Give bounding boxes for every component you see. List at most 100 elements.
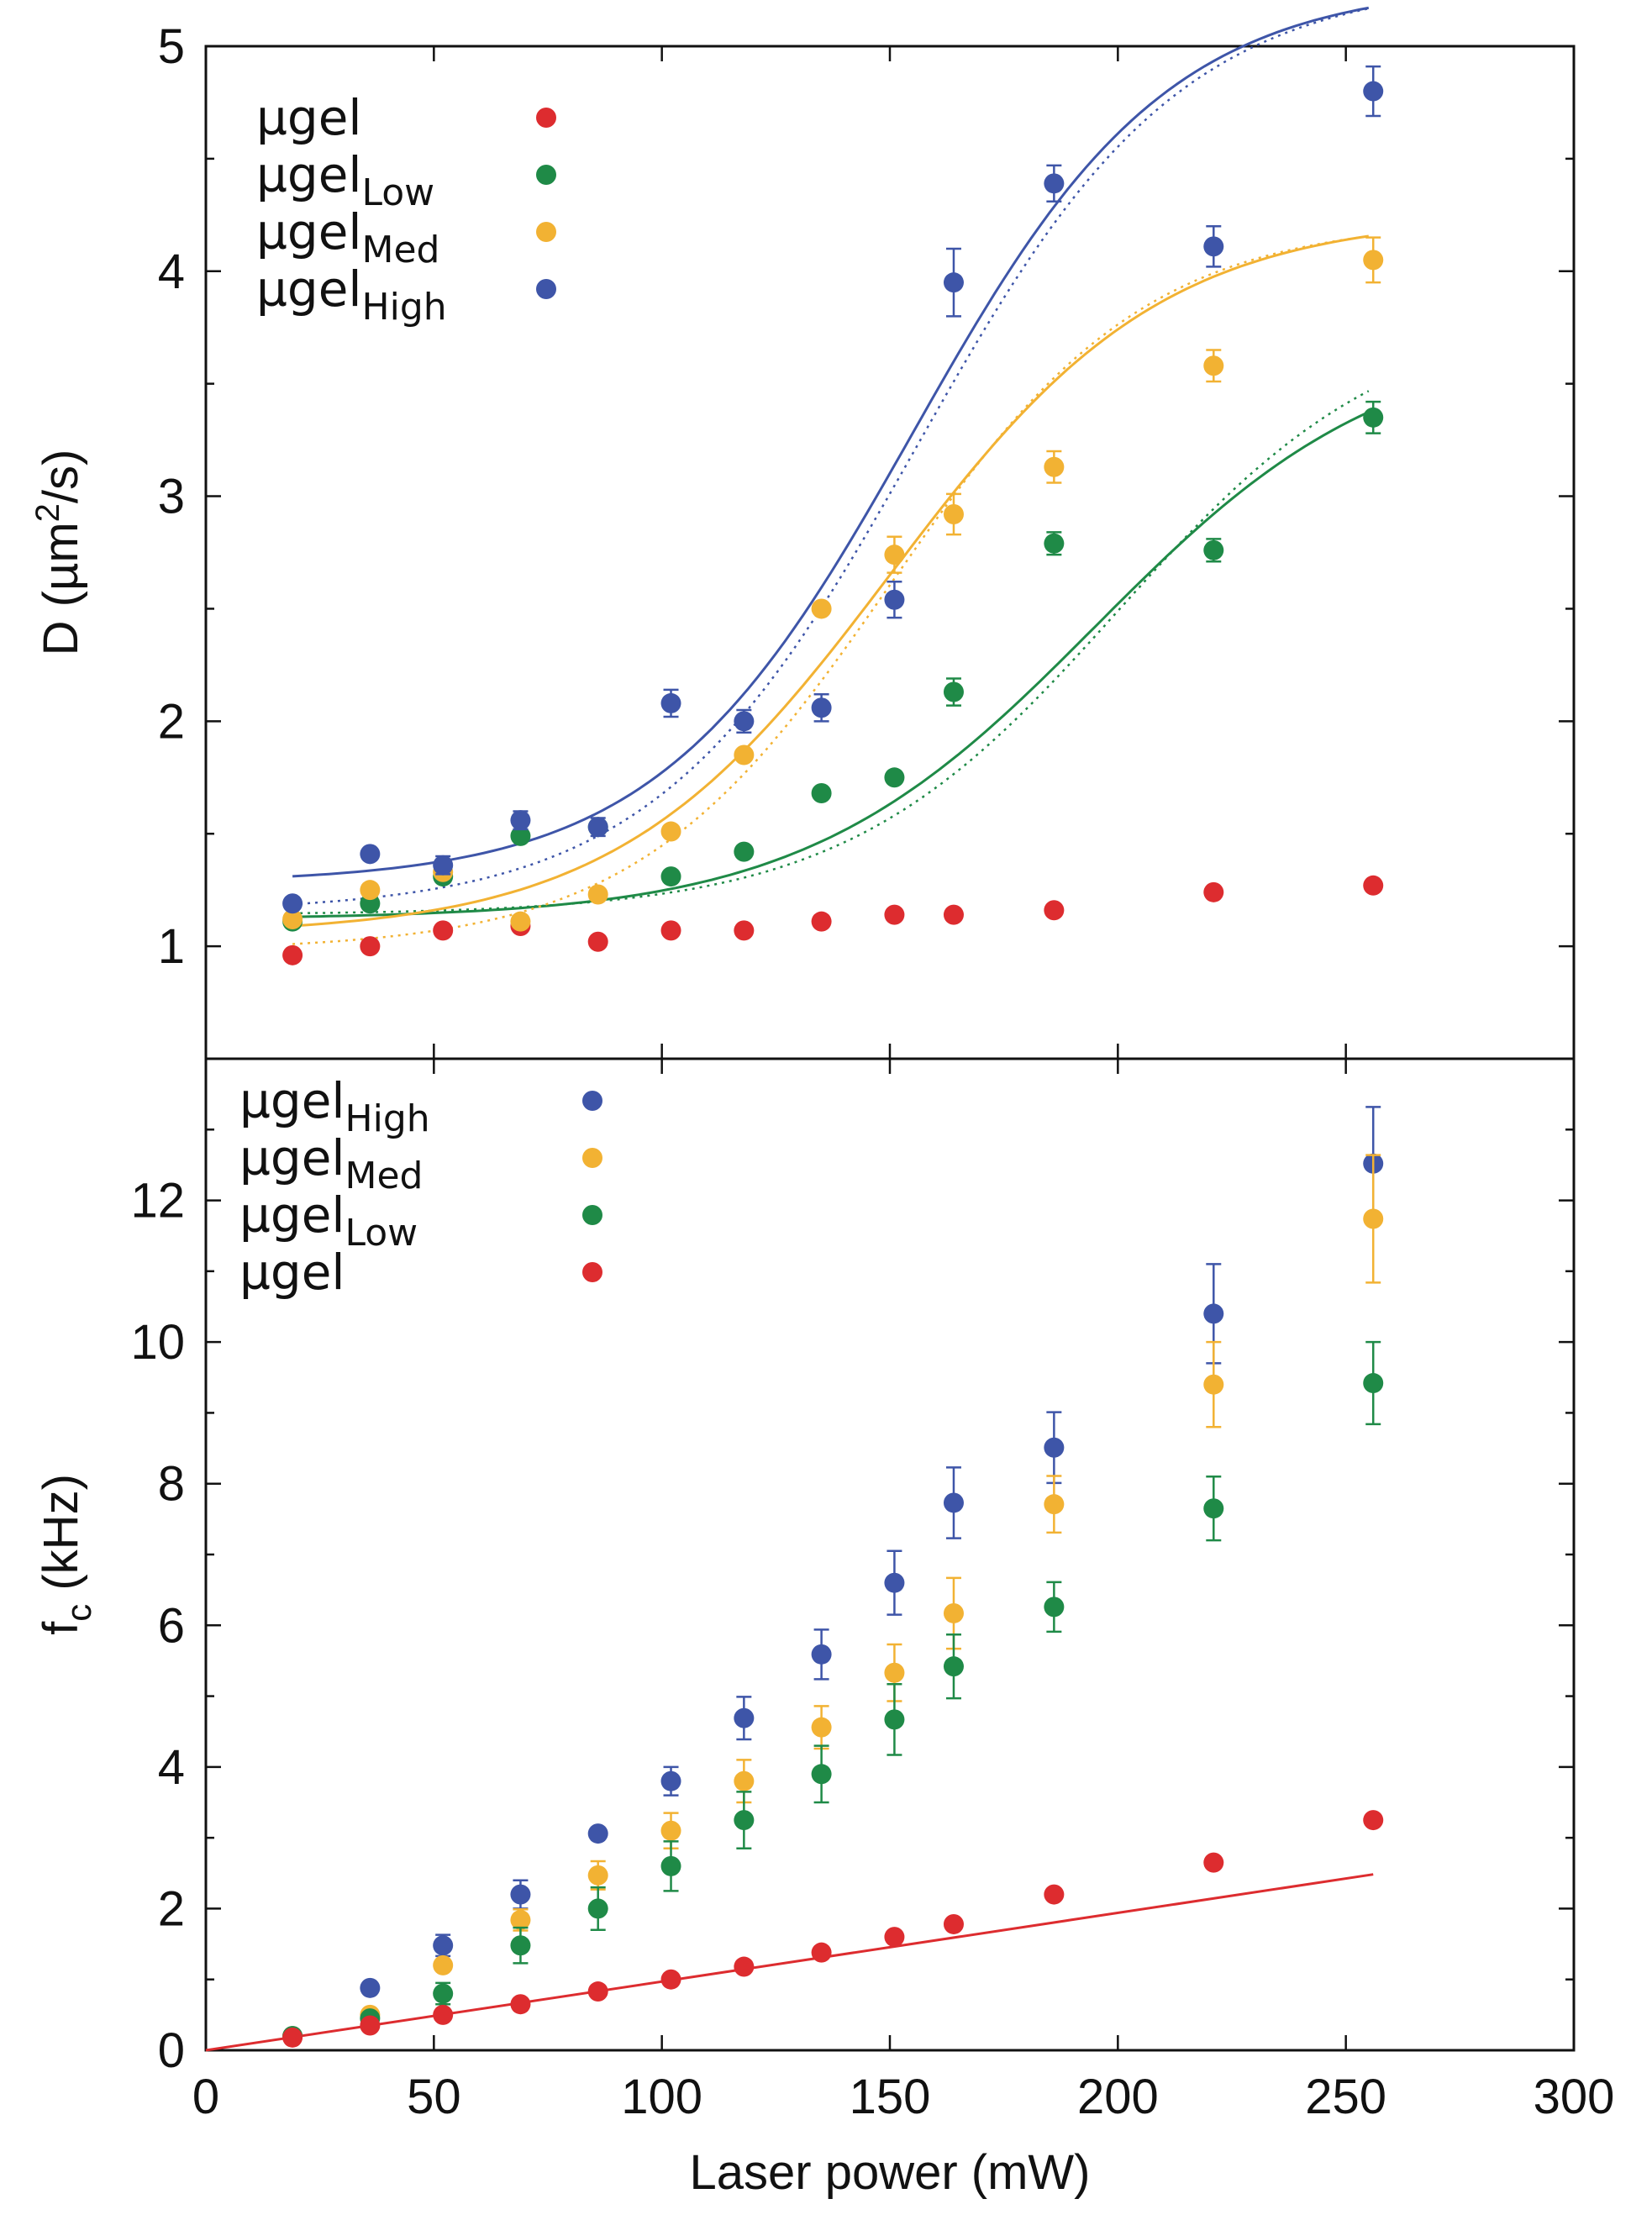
data-point <box>1363 1373 1384 1394</box>
data-point <box>1203 1303 1224 1324</box>
legend-label-base: µgel <box>256 260 362 318</box>
fit-curve <box>292 234 1370 928</box>
data-point <box>943 681 964 702</box>
data-point <box>360 844 381 865</box>
data-point <box>587 1865 608 1886</box>
x-tick-label: 150 <box>850 2070 931 2124</box>
data-point <box>660 920 681 941</box>
data-point <box>943 1913 964 1934</box>
x-tick-label: 250 <box>1305 2070 1386 2124</box>
x-axis-label: Laser power (mW) <box>690 2145 1091 2200</box>
data-point <box>943 1656 964 1677</box>
y-axis-label-script: c <box>59 1604 98 1622</box>
y-tick-label: 12 <box>130 1174 185 1228</box>
y-tick-label: 1 <box>158 919 185 974</box>
legend-label-base: µgel <box>239 1129 345 1186</box>
legend-label: µgel <box>239 1244 345 1301</box>
y-axis-label: fc (kHz) <box>34 1474 98 1635</box>
data-point <box>884 544 905 566</box>
data-point <box>1203 236 1224 257</box>
fit-curve-dotted <box>292 7 1370 906</box>
data-point <box>884 1662 905 1683</box>
legend-marker <box>536 279 556 299</box>
data-point <box>433 855 454 876</box>
data-point <box>282 893 303 914</box>
legend-label-base: µgel <box>256 89 362 146</box>
data-point <box>943 503 964 524</box>
data-point <box>433 2004 454 2025</box>
legend-label-base: µgel <box>256 146 362 203</box>
data-point <box>884 767 905 788</box>
data-point <box>587 817 608 838</box>
legend-label-base: µgel <box>239 1244 345 1301</box>
data-point <box>1203 1852 1224 1873</box>
plot-frame <box>204 1057 1576 2052</box>
y-tick-label: 5 <box>158 19 185 74</box>
legend-marker <box>536 108 556 128</box>
y-tick-label: 2 <box>158 1881 185 1936</box>
legend-marker <box>582 1148 602 1168</box>
fit-curve-dotted <box>292 390 1370 915</box>
data-point <box>884 904 905 925</box>
data-point <box>282 908 303 929</box>
data-point <box>660 821 681 842</box>
data-point <box>811 697 832 718</box>
x-tick-label: 200 <box>1077 2070 1159 2124</box>
data-point <box>360 1977 381 1998</box>
data-point <box>1044 456 1065 477</box>
data-point <box>1363 407 1384 428</box>
data-point <box>734 841 755 862</box>
y-tick-label: 10 <box>130 1315 185 1370</box>
data-point <box>360 936 381 957</box>
data-point <box>660 1820 681 1841</box>
legend-label-base: µgel <box>256 203 362 260</box>
y-axis-label-rest: (kHz) <box>34 1474 88 1604</box>
data-point <box>587 931 608 952</box>
data-point <box>1363 875 1384 896</box>
data-point <box>1203 1498 1224 1519</box>
data-point <box>282 2027 303 2048</box>
data-point <box>884 1927 905 1948</box>
data-point <box>811 1942 832 1963</box>
data-point <box>433 1954 454 1975</box>
data-point <box>734 920 755 941</box>
data-point <box>510 911 531 932</box>
y-tick-label: 4 <box>158 245 185 299</box>
x-tick-label: 300 <box>1534 2070 1615 2124</box>
data-point <box>811 783 832 804</box>
data-point <box>587 1898 608 1919</box>
x-tick-label: 0 <box>192 2070 219 2124</box>
data-point <box>811 1764 832 1785</box>
data-point <box>433 1935 454 1956</box>
legend-label: µgelLow <box>256 146 434 214</box>
data-point <box>1203 881 1224 902</box>
legend-label-sub: Med <box>362 229 440 271</box>
data-point <box>1044 1494 1065 1515</box>
data-point <box>811 911 832 932</box>
data-point <box>1363 250 1384 271</box>
legend-marker <box>582 1205 602 1225</box>
data-point <box>660 1770 681 1791</box>
data-point <box>282 944 303 965</box>
data-point <box>1044 900 1065 921</box>
data-point <box>884 1572 905 1593</box>
data-point <box>1363 81 1384 102</box>
data-point <box>1203 355 1224 376</box>
legend-label-base: µgel <box>239 1186 345 1244</box>
data-point <box>510 825 531 846</box>
legend-label: µgelLow <box>239 1186 418 1255</box>
data-point <box>1044 1884 1065 1905</box>
data-point <box>360 2015 381 2036</box>
data-point <box>660 692 681 713</box>
y-tick-label: 6 <box>158 1598 185 1653</box>
legend-label: µgelMed <box>256 203 439 271</box>
legend-label-base: µgel <box>239 1072 345 1129</box>
x-tick-label: 100 <box>621 2070 702 2124</box>
data-point <box>734 1956 755 1977</box>
y-tick-label: 2 <box>158 694 185 749</box>
data-point <box>433 1983 454 2004</box>
data-point <box>811 1717 832 1738</box>
data-point <box>510 1884 531 1905</box>
